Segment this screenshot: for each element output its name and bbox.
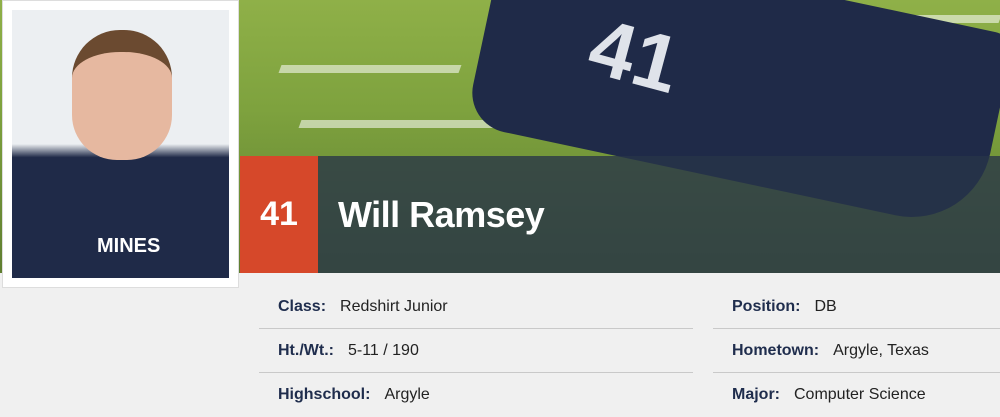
- bio-row-class: Class: Redshirt Junior: [259, 285, 693, 329]
- player-name: Will Ramsey: [338, 194, 545, 235]
- bio-value: Computer Science: [794, 386, 926, 403]
- bio-value: Redshirt Junior: [340, 297, 448, 315]
- bio-value: Argyle, Texas: [833, 341, 929, 359]
- player-number: 41: [240, 156, 318, 273]
- bio-label: Major:: [732, 386, 780, 403]
- bio-label: Highschool:: [278, 386, 371, 403]
- bio-row-position: Position: DB: [713, 285, 1000, 329]
- bio-row-height-weight: Ht./Wt.: 5-11 / 190: [259, 329, 693, 373]
- bio-row-hometown: Hometown: Argyle, Texas: [713, 329, 1000, 373]
- bio-label: Ht./Wt.:: [278, 341, 334, 359]
- bio-value: Argyle: [384, 386, 430, 403]
- player-name-banner: 41 Will Ramsey: [240, 156, 1000, 273]
- bio-label: Hometown:: [732, 341, 820, 359]
- bio-label: Class:: [278, 297, 327, 315]
- bio-row-major: Major: Computer Science: [713, 373, 1000, 417]
- player-headshot: MINES: [12, 10, 229, 278]
- bio-value: DB: [814, 297, 837, 315]
- headshot-frame: MINES: [2, 0, 239, 288]
- bio-row-highschool: Highschool: Argyle: [259, 373, 693, 417]
- jersey-text: MINES: [97, 235, 161, 257]
- bio-value: 5-11 / 190: [347, 341, 419, 359]
- bio-label: Position:: [732, 297, 801, 315]
